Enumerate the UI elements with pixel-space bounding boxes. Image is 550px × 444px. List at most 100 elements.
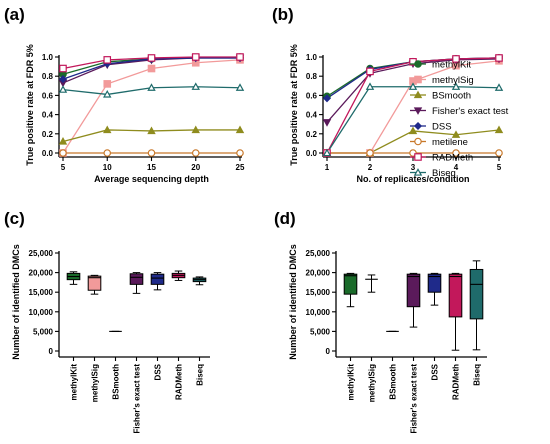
point-biseq-b <box>322 148 332 157</box>
legend-marker-methylkit <box>414 60 422 68</box>
y-tick-label-c: 25,000 <box>29 249 54 258</box>
y-tick-label-d: 15,000 <box>306 288 331 297</box>
point-bsmooth-b <box>408 126 418 135</box>
point-biseq-b <box>451 82 461 90</box>
point-biseq-a <box>235 83 245 91</box>
series-line-biseq-b <box>326 86 500 154</box>
y-tick-label-c: 15,000 <box>29 288 54 297</box>
chart-d: 0 5,000 10,000 15,000 20,000 25,000 Number of … <box>288 244 487 434</box>
point-dss-b <box>322 94 332 103</box>
point-biseq-a <box>58 85 68 93</box>
point-radmeth-a <box>147 54 156 62</box>
y-axis-label-c: Number of identified DMCs <box>11 244 21 360</box>
point-bsmooth-b <box>451 130 461 138</box>
y-axis-label-b: True positive rate at FDR 5% <box>289 44 299 166</box>
panel-label-d: (d) <box>274 209 296 228</box>
point-metilene-b <box>366 149 374 157</box>
point-radmeth-b <box>366 67 374 76</box>
category-label-bsmooth-c: BSmooth <box>112 364 121 400</box>
legend-marker-radmeth <box>414 153 422 161</box>
point-radmeth-a <box>103 56 112 64</box>
category-label-bsmooth-d: BSmooth <box>389 364 398 400</box>
point-radmeth-b <box>495 54 503 62</box>
point-metilene-a <box>191 149 200 157</box>
panel-label-a: (a) <box>4 5 25 24</box>
box-radmeth-d <box>448 273 463 318</box>
point-radmeth-a <box>191 53 200 61</box>
legend-label-dss: DSS <box>432 122 452 133</box>
legend-label-biseq: Biseq <box>432 168 456 179</box>
y-axis-label-d: Number of identified DMCs <box>288 244 298 360</box>
y-tick-label-d: 20,000 <box>306 269 331 278</box>
point-bsmooth-a <box>191 125 200 134</box>
x-axis-label-b: No. of replicates/condition <box>356 174 469 184</box>
x-tick-label-b: 5 <box>497 163 502 172</box>
category-label-biseq-d: Biseq <box>473 364 482 386</box>
point-biseq-b <box>365 82 375 90</box>
y-tick-label-a: 0.0 <box>42 149 54 158</box>
x-tick-label-b: 4 <box>454 163 459 172</box>
legend-marker-biseq <box>413 168 423 176</box>
chart-c: 0 5,000 10,000 15,000 20,000 25,000 Number of … <box>11 244 210 434</box>
category-label-methylkit-c: methylKit <box>70 364 79 401</box>
y-tick-label-a: 1.0 <box>42 53 54 62</box>
point-radmeth-b <box>452 55 460 63</box>
box-fisher-s-exact-test-c <box>129 273 144 285</box>
point-biseq-a <box>147 83 156 91</box>
category-label-biseq-c: Biseq <box>196 364 205 386</box>
panel-label-b: (b) <box>272 5 294 24</box>
x-tick-label-a: 25 <box>236 163 245 172</box>
series-line-methylsig-a <box>62 59 241 154</box>
y-tick-label-d: 0 <box>326 347 331 356</box>
x-tick-label-b: 3 <box>411 163 416 172</box>
point-bsmooth-a <box>58 137 68 145</box>
point-biseq-a <box>103 90 112 98</box>
point-metilene-a <box>236 149 244 157</box>
point-metilene-b <box>495 149 503 157</box>
x-tick-label-b: 2 <box>368 163 373 172</box>
point-biseq-b <box>494 83 504 91</box>
point-metilene-a <box>147 149 156 157</box>
point-bsmooth-b <box>494 125 504 134</box>
legend-label-bsmooth: BSmooth <box>432 91 471 102</box>
y-tick-label-c: 20,000 <box>29 269 54 278</box>
category-label-methylsig-c: methylSig <box>91 364 100 402</box>
category-label-fisher-s-exact-test-c: Fisher's exact test <box>133 364 142 434</box>
legend: methylKit methylSig BSmooth Fisher's exact … <box>410 60 509 179</box>
y-tick-label-b: 0.6 <box>306 91 318 100</box>
category-label-methylkit-d: methylKit <box>347 364 356 401</box>
point-methylsig-a <box>103 80 112 88</box>
x-tick-label-b: 1 <box>325 163 330 172</box>
y-tick-label-d: 5,000 <box>310 327 331 336</box>
legend-label-fisher-s-exact-test: Fisher's exact test <box>432 106 509 117</box>
box-dss-d <box>427 273 442 293</box>
box-methylsig-c <box>87 275 102 291</box>
point-fisher-s-exact-test-b <box>322 119 332 127</box>
legend-marker-metilene <box>414 137 422 146</box>
category-label-methylsig-d: methylSig <box>368 364 377 402</box>
box-dss-c <box>150 273 165 285</box>
legend-marker-bsmooth <box>413 90 423 99</box>
point-metilene-a <box>59 149 67 157</box>
point-dss-a <box>58 75 68 84</box>
y-tick-label-a: 0.8 <box>42 72 54 81</box>
y-tick-label-b: 0.4 <box>306 111 318 120</box>
category-label-dss-c: DSS <box>154 363 163 380</box>
y-axis-label-a: True positive rate at FDR 5% <box>25 44 35 166</box>
point-bsmooth-a <box>147 126 156 135</box>
y-tick-label-d: 25,000 <box>306 249 331 258</box>
legend-label-radmeth: RADMeth <box>432 153 473 164</box>
y-tick-label-c: 0 <box>49 347 54 356</box>
x-tick-label-a: 10 <box>103 163 112 172</box>
legend-label-methylsig: methylSig <box>432 75 474 86</box>
y-tick-label-a: 0.4 <box>42 111 54 120</box>
y-tick-label-a: 0.6 <box>42 91 54 100</box>
box-biseq-d <box>469 268 484 320</box>
legend-label-metilene: metilene <box>432 137 468 148</box>
category-label-dss-d: DSS <box>431 363 440 380</box>
legend-label-methylkit: methylKit <box>432 60 471 71</box>
legend-marker-methylsig <box>414 75 422 84</box>
point-radmeth-a <box>59 64 67 73</box>
x-tick-label-a: 15 <box>147 163 156 172</box>
